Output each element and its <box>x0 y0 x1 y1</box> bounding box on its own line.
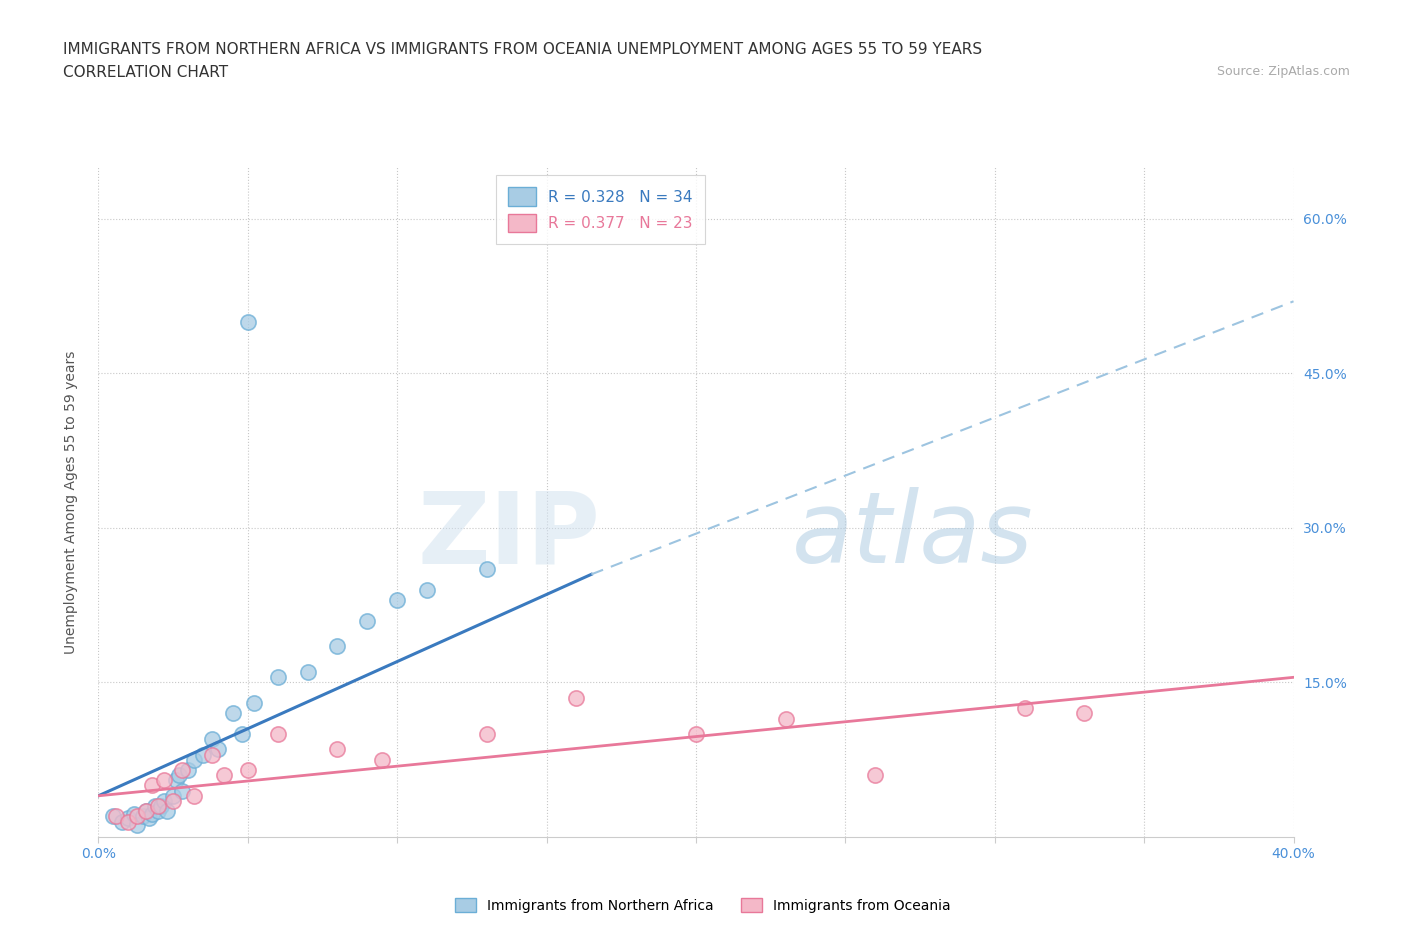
Point <box>243 696 266 711</box>
Point <box>172 763 194 777</box>
Point <box>326 639 349 654</box>
Point <box>150 799 173 814</box>
Legend: R = 0.328   N = 34, R = 0.377   N = 23: R = 0.328 N = 34, R = 0.377 N = 23 <box>496 175 704 245</box>
Point <box>153 793 176 808</box>
Point <box>141 778 163 793</box>
Point <box>138 811 160 826</box>
Text: atlas: atlas <box>792 487 1033 584</box>
Point <box>148 804 170 818</box>
Point <box>326 742 349 757</box>
Point <box>135 804 157 818</box>
Point <box>183 789 205 804</box>
Point <box>775 711 797 726</box>
Point <box>132 809 155 824</box>
Point <box>127 809 149 824</box>
Point <box>153 773 176 788</box>
Point <box>105 809 128 824</box>
Point <box>207 742 229 757</box>
Point <box>191 747 214 762</box>
Point <box>565 690 588 705</box>
Point <box>124 807 146 822</box>
Point <box>865 768 887 783</box>
Text: Source: ZipAtlas.com: Source: ZipAtlas.com <box>1216 65 1350 78</box>
Point <box>231 726 253 741</box>
Point <box>162 793 184 808</box>
Point <box>117 811 139 826</box>
Legend: Immigrants from Northern Africa, Immigrants from Oceania: Immigrants from Northern Africa, Immigra… <box>450 893 956 919</box>
Y-axis label: Unemployment Among Ages 55 to 59 years: Unemployment Among Ages 55 to 59 years <box>63 351 77 654</box>
Point <box>236 763 259 777</box>
Point <box>356 613 378 628</box>
Point <box>371 752 394 767</box>
Point <box>475 562 498 577</box>
Point <box>201 747 224 762</box>
Point <box>127 817 149 832</box>
Point <box>103 809 125 824</box>
Point <box>201 732 224 747</box>
Point <box>162 789 184 804</box>
Point <box>183 752 205 767</box>
Point <box>222 706 245 721</box>
Text: CORRELATION CHART: CORRELATION CHART <box>63 65 228 80</box>
Point <box>111 814 134 829</box>
Point <box>267 670 290 684</box>
Point <box>267 726 290 741</box>
Point <box>685 726 707 741</box>
Point <box>177 763 200 777</box>
Point <box>236 314 259 329</box>
Point <box>117 814 139 829</box>
Point <box>1073 706 1095 721</box>
Point <box>135 804 157 818</box>
Point <box>297 665 319 680</box>
Point <box>143 799 166 814</box>
Point <box>141 807 163 822</box>
Point <box>165 773 187 788</box>
Point <box>385 592 409 607</box>
Point <box>148 799 170 814</box>
Point <box>1014 701 1036 716</box>
Point <box>172 783 194 798</box>
Point <box>167 768 190 783</box>
Point <box>416 582 439 597</box>
Point <box>475 726 498 741</box>
Text: IMMIGRANTS FROM NORTHERN AFRICA VS IMMIGRANTS FROM OCEANIA UNEMPLOYMENT AMONG AG: IMMIGRANTS FROM NORTHERN AFRICA VS IMMIG… <box>63 42 983 57</box>
Text: ZIP: ZIP <box>418 487 600 584</box>
Point <box>212 768 235 783</box>
Point <box>156 804 179 818</box>
